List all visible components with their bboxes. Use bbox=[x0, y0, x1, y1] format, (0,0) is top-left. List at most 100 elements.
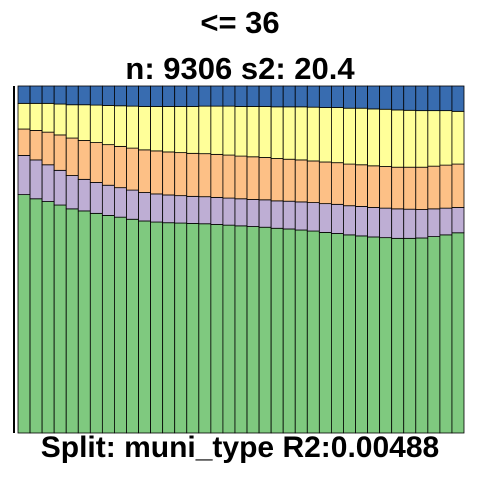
bar-17-segment-5 bbox=[210, 85, 224, 107]
bar-25-segment-1 bbox=[306, 230, 320, 434]
bar-20-segment-1 bbox=[246, 226, 260, 434]
bar-24-segment-2 bbox=[294, 201, 308, 231]
bar-29-segment-5 bbox=[355, 85, 368, 109]
bar-4-segment-2 bbox=[53, 169, 67, 206]
bar-11-segment-1 bbox=[138, 220, 151, 434]
bar-11-segment-3 bbox=[138, 149, 151, 193]
bar-3-segment-2 bbox=[41, 164, 55, 202]
bar-33-segment-2 bbox=[403, 208, 417, 239]
bar-2-segment-2 bbox=[29, 159, 43, 200]
bar-30-segment-2 bbox=[367, 207, 381, 238]
bar-34-segment-5 bbox=[415, 85, 429, 112]
bar-20-segment-4 bbox=[246, 106, 260, 158]
bar-9-segment-3 bbox=[114, 145, 127, 189]
bar-9-segment-1 bbox=[114, 216, 127, 434]
bar-33-segment-4 bbox=[403, 109, 417, 168]
bar-1-segment-2 bbox=[17, 154, 31, 196]
bar-24-segment-4 bbox=[294, 106, 308, 161]
bar-2-segment-1 bbox=[29, 198, 43, 434]
bar-9-segment-2 bbox=[114, 187, 127, 218]
bar-3-segment-5 bbox=[41, 85, 55, 104]
bar-6-segment-1 bbox=[77, 210, 91, 434]
bar-25-segment-4 bbox=[306, 106, 320, 162]
bar-31-segment-2 bbox=[379, 207, 393, 239]
bar-30-segment-3 bbox=[367, 165, 381, 208]
bar-37-segment-3 bbox=[451, 163, 465, 208]
bar-27-segment-3 bbox=[331, 162, 344, 205]
bar-18-segment-1 bbox=[222, 224, 236, 434]
bar-33-segment-3 bbox=[403, 166, 417, 210]
bar-25-segment-5 bbox=[306, 85, 320, 108]
bar-37-segment-4 bbox=[451, 110, 465, 165]
bar-35-segment-2 bbox=[427, 208, 441, 237]
bar-26-segment-5 bbox=[318, 85, 332, 108]
bar-20-segment-3 bbox=[246, 156, 260, 200]
bar-32-segment-1 bbox=[391, 237, 405, 434]
bar-25-segment-2 bbox=[306, 202, 320, 232]
bar-7-segment-5 bbox=[89, 85, 103, 106]
bar-8-segment-4 bbox=[101, 105, 115, 146]
bar-3-segment-3 bbox=[41, 131, 55, 166]
bar-18-segment-3 bbox=[222, 154, 236, 199]
bar-35-segment-5 bbox=[427, 85, 441, 112]
bar-36-segment-2 bbox=[439, 207, 453, 236]
bar-20-segment-5 bbox=[246, 85, 260, 107]
bar-30-segment-5 bbox=[367, 85, 381, 110]
bar-35-segment-1 bbox=[427, 236, 441, 434]
bar-29-segment-3 bbox=[355, 164, 368, 207]
bar-29-segment-1 bbox=[355, 235, 368, 434]
bar-6-segment-4 bbox=[77, 104, 91, 141]
bar-17-segment-3 bbox=[210, 153, 224, 198]
bar-2-segment-3 bbox=[29, 130, 43, 161]
bar-31-segment-1 bbox=[379, 237, 393, 434]
bar-26-segment-1 bbox=[318, 232, 332, 434]
bar-26-segment-2 bbox=[318, 203, 332, 233]
bar-15-segment-2 bbox=[186, 195, 200, 224]
bar-27-segment-4 bbox=[331, 107, 344, 164]
bar-15-segment-4 bbox=[186, 106, 200, 154]
bar-28-segment-5 bbox=[343, 85, 356, 109]
bar-21-segment-5 bbox=[258, 85, 272, 107]
bar-3-segment-4 bbox=[41, 102, 55, 133]
bar-9-segment-5 bbox=[114, 85, 127, 107]
bar-34-segment-4 bbox=[415, 110, 429, 168]
bar-1-segment-1 bbox=[17, 194, 31, 434]
bar-26-segment-4 bbox=[318, 107, 332, 163]
bar-11-segment-5 bbox=[138, 85, 151, 107]
bar-16-segment-4 bbox=[198, 105, 212, 155]
bar-18-segment-4 bbox=[222, 105, 236, 156]
bar-24-segment-1 bbox=[294, 229, 308, 434]
bar-19-segment-2 bbox=[234, 198, 248, 227]
bar-32-segment-4 bbox=[391, 109, 405, 168]
bar-12-segment-2 bbox=[150, 193, 164, 223]
bar-16-segment-2 bbox=[198, 196, 212, 225]
bar-17-segment-4 bbox=[210, 105, 224, 155]
bar-2-segment-4 bbox=[29, 102, 43, 131]
chart-title-node-stats: n: 9306 s2: 20.4 bbox=[125, 51, 355, 86]
bar-23-segment-1 bbox=[282, 228, 296, 434]
bar-13-segment-5 bbox=[162, 85, 176, 107]
bar-35-segment-3 bbox=[427, 165, 441, 210]
bar-3-segment-1 bbox=[41, 201, 55, 434]
bar-13-segment-2 bbox=[162, 194, 176, 224]
bar-4-segment-1 bbox=[53, 204, 67, 434]
bar-37-segment-1 bbox=[451, 232, 465, 434]
bar-34-segment-1 bbox=[415, 237, 429, 434]
bar-17-segment-2 bbox=[210, 196, 224, 225]
bar-12-segment-5 bbox=[150, 85, 164, 107]
bar-25-segment-3 bbox=[306, 160, 320, 203]
bar-10-segment-4 bbox=[126, 105, 139, 149]
bar-37-segment-2 bbox=[451, 207, 465, 234]
bar-19-segment-5 bbox=[234, 85, 248, 107]
bar-15-segment-5 bbox=[186, 85, 200, 107]
bar-5-segment-1 bbox=[65, 208, 79, 434]
bar-36-segment-1 bbox=[439, 234, 453, 434]
bar-34-segment-2 bbox=[415, 209, 429, 239]
bar-group bbox=[17, 85, 465, 434]
bar-24-segment-3 bbox=[294, 159, 308, 203]
bar-1-segment-5 bbox=[17, 85, 31, 104]
bar-5-segment-4 bbox=[65, 104, 79, 139]
bar-6-segment-2 bbox=[77, 178, 91, 212]
bar-28-segment-1 bbox=[343, 234, 356, 434]
